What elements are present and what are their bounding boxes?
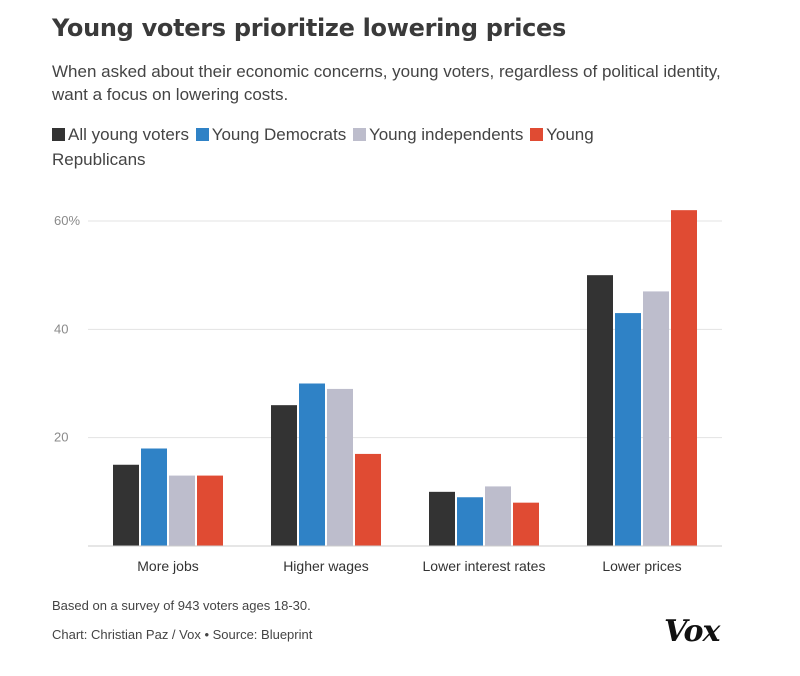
legend-label: Young independents [368, 125, 524, 144]
x-tick-label: Higher wages [283, 558, 369, 574]
legend-swatch [52, 128, 65, 141]
bar [671, 210, 697, 546]
bar [485, 486, 511, 546]
bar [197, 475, 223, 546]
y-tick-label: 60% [54, 213, 80, 228]
legend-swatch [195, 128, 209, 141]
chart-legend: All young voters Young Democrats Young i… [52, 122, 672, 172]
chart-note: Based on a survey of 943 voters ages 18-… [52, 598, 311, 613]
legend-item-young-democrats: Young Democrats [195, 125, 347, 144]
chart-subtitle: When asked about their economic concerns… [52, 62, 721, 104]
chart-title: Young voters prioritize lowering prices [52, 14, 567, 42]
bar [327, 388, 353, 546]
bar [457, 497, 483, 546]
legend-label: Young Republicans [52, 125, 594, 169]
bar [299, 383, 325, 546]
bar [113, 464, 139, 546]
bar [513, 502, 539, 546]
bar [643, 291, 669, 546]
bar-chart: 20 40 60% More jobs Higher wages Lower intere… [54, 210, 722, 574]
bar [615, 313, 641, 546]
legend-label: Young Democrats [211, 125, 347, 144]
y-tick-label: 40 [54, 321, 68, 336]
legend-swatch [530, 128, 544, 141]
legend-label: All young voters [68, 125, 189, 144]
bar [587, 275, 613, 546]
legend-item-all-young-voters: All young voters [52, 125, 189, 144]
x-tick-label: Lower interest rates [423, 558, 546, 574]
bar [355, 453, 381, 546]
vox-logo: Vox [664, 614, 720, 649]
bar [271, 405, 297, 546]
y-tick-label: 20 [54, 430, 68, 445]
bar [141, 448, 167, 546]
legend-item-young-republicans: Young Republicans [52, 125, 594, 169]
legend-item-young-independents: Young independents [352, 125, 524, 144]
x-tick-label: Lower prices [602, 558, 681, 574]
bar [169, 475, 195, 546]
x-tick-label: More jobs [137, 558, 198, 574]
bar [429, 491, 455, 546]
chart-credit: Chart: Christian Paz / Vox • Source: Blu… [52, 627, 313, 642]
legend-swatch [352, 128, 366, 141]
